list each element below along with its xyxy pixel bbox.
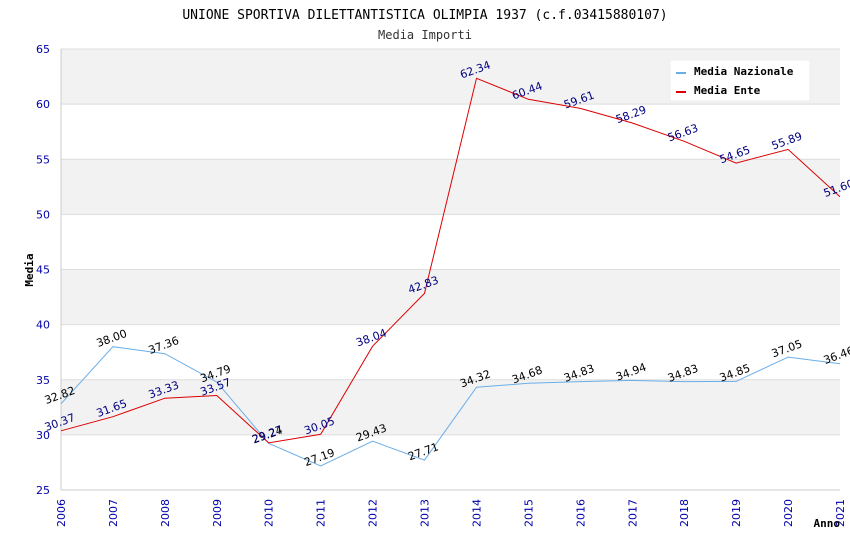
plot-band <box>61 379 840 435</box>
y-tick-label: 30 <box>36 429 50 442</box>
x-tick-label: 2013 <box>419 499 432 527</box>
x-tick-label: 2006 <box>55 499 68 527</box>
y-tick-label: 60 <box>36 98 50 111</box>
series-line <box>60 77 841 444</box>
x-tick-label: 2020 <box>782 499 795 527</box>
series-line <box>60 346 841 467</box>
legend-label: Media Nazionale <box>694 65 794 78</box>
plot-band <box>61 214 840 270</box>
x-axis-ticks: 2006 2007 2008 2009 2010 2011 2012 2013 2014 2015… <box>55 499 847 527</box>
y-tick-label: 35 <box>36 374 50 387</box>
x-tick-label: 2015 <box>522 499 535 527</box>
chart-title: UNIONE SPORTIVA DILETTANTISTICA OLIMPIA … <box>182 8 667 23</box>
chart-subtitle: Media Importi <box>378 28 472 42</box>
plot-band <box>61 269 840 325</box>
plot-band <box>61 434 840 490</box>
x-tick-label: 2012 <box>367 499 380 527</box>
y-tick-label: 45 <box>36 264 50 277</box>
x-tick-label: 2019 <box>730 499 743 527</box>
series-lines <box>60 77 841 467</box>
x-tick-label: 2017 <box>626 499 639 527</box>
legend: Media Nazionale Media Ente <box>669 59 811 102</box>
x-axis-title: Anno <box>814 517 841 530</box>
x-tick-label: 2010 <box>263 499 276 527</box>
x-tick-label: 2014 <box>470 499 483 527</box>
x-tick-label: 2021 <box>834 499 847 527</box>
y-tick-label: 50 <box>36 208 50 221</box>
y-axis-title: Media <box>23 253 36 286</box>
legend-box <box>669 59 811 102</box>
y-tick-label: 65 <box>36 43 50 56</box>
x-tick-label: 2018 <box>678 499 691 527</box>
y-tick-label: 25 <box>36 484 50 497</box>
plot-band <box>61 104 840 160</box>
x-tick-label: 2009 <box>211 499 224 527</box>
gridlines <box>60 48 840 491</box>
plot-background-bands <box>61 49 840 490</box>
x-tick-label: 2011 <box>315 499 328 527</box>
plot-band <box>61 324 840 380</box>
y-tick-label: 55 <box>36 153 50 166</box>
x-tick-label: 2007 <box>107 499 120 527</box>
x-tick-label: 2016 <box>574 499 587 527</box>
x-tick-label: 2008 <box>159 499 172 527</box>
y-axis-ticks: 25 30 35 40 45 50 55 60 65 <box>36 43 50 497</box>
y-tick-label: 40 <box>36 319 50 332</box>
legend-label: Media Ente <box>694 84 761 97</box>
